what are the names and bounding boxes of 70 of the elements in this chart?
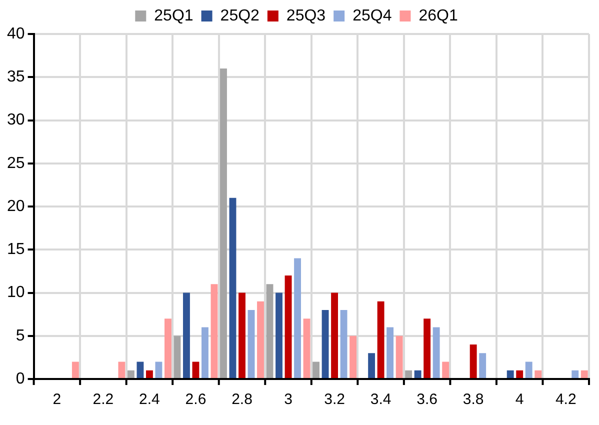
bar	[276, 292, 282, 378]
legend-label: 25Q1	[154, 7, 194, 24]
x-tick-label: 3.8	[462, 391, 484, 408]
bar	[331, 292, 338, 378]
bar	[220, 68, 227, 378]
bar	[118, 362, 126, 378]
x-tick-label: 2.6	[185, 391, 206, 408]
bar	[303, 318, 310, 378]
legend-label: 25Q4	[352, 7, 392, 24]
y-tick-label: 30	[7, 112, 25, 129]
bar	[534, 370, 542, 378]
bar	[572, 370, 579, 378]
x-tick-label: 3.6	[416, 391, 438, 408]
x-tick-label: 2	[52, 391, 62, 408]
y-tick-label: 25	[7, 154, 25, 172]
x-tick-label: 2.4	[139, 391, 160, 408]
bar	[405, 370, 412, 378]
bar	[479, 353, 486, 378]
bar	[442, 362, 450, 378]
bar	[396, 336, 403, 378]
bar	[414, 370, 422, 378]
bar	[174, 336, 181, 378]
bar	[525, 362, 532, 378]
x-tick-label: 2.2	[92, 391, 114, 408]
bar	[127, 370, 134, 378]
bar	[506, 370, 514, 378]
bar	[266, 284, 274, 378]
x-tick-label: 3	[284, 391, 292, 408]
legend-label: 25Q3	[286, 7, 326, 24]
bar	[516, 370, 524, 378]
bar	[340, 310, 348, 378]
bar	[580, 370, 588, 378]
legend-label: 26Q1	[418, 7, 458, 24]
y-tick-label: 5	[16, 327, 25, 344]
y-tick-label: 35	[7, 68, 25, 86]
x-tick-label: 4	[515, 391, 524, 408]
bar	[386, 327, 394, 378]
x-tick-label: 4.2	[555, 391, 576, 408]
y-tick-label: 0	[16, 370, 25, 388]
y-tick-label: 10	[7, 284, 25, 302]
bar	[146, 370, 153, 378]
x-tick-label: 2.8	[232, 391, 252, 408]
bar	[248, 310, 255, 378]
bar	[350, 336, 357, 378]
bar	[470, 344, 477, 378]
bar	[164, 318, 172, 378]
bar	[229, 198, 236, 378]
bar	[284, 276, 292, 378]
x-tick-label: 3.2	[324, 391, 345, 408]
y-tick-label: 20	[7, 198, 25, 215]
bar	[368, 353, 376, 378]
bar	[136, 362, 144, 378]
y-tick-label: 15	[7, 241, 25, 258]
bar	[424, 318, 431, 378]
x-tick-label: 3.4	[370, 391, 392, 408]
bar	[155, 362, 162, 378]
bar	[432, 327, 440, 378]
bar	[312, 362, 320, 378]
y-tick-label: 40	[7, 25, 25, 42]
bar	[192, 362, 200, 378]
bar	[210, 284, 218, 378]
bar	[183, 292, 190, 378]
bar	[72, 362, 79, 378]
legend-label: 25Q2	[220, 7, 260, 24]
bar	[238, 292, 246, 378]
bar	[322, 310, 329, 378]
bar	[257, 301, 264, 378]
bar	[294, 258, 301, 378]
bar	[377, 301, 384, 378]
bar	[202, 327, 208, 378]
